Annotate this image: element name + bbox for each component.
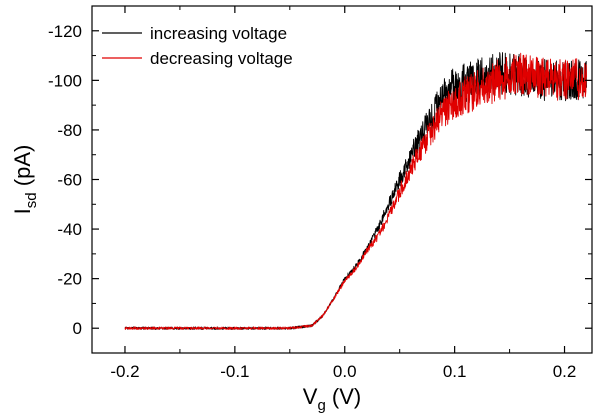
x-tick-label: 0.0 [333,362,357,381]
y-tick-label: -40 [57,220,82,239]
x-axis-title-unit: (V) [326,384,361,409]
y-tick-label: -80 [57,121,82,140]
axes-layer: -0.2 -0.1 0.0 0.1 0.2 0 -20 -40 -60 -80 -100 -120 [48,5,593,381]
y-axis-title: Isd (pA) [10,145,40,215]
y-tick-label: -20 [57,270,82,289]
x-tick-label: 0.1 [443,362,467,381]
x-axis-title: Vg (V) [303,384,361,414]
y-axis-title-main: I [10,208,35,214]
y-axis-title-subscript: sd [23,192,40,208]
y-tick-label: -60 [57,171,82,190]
series-line-decreasing [124,52,587,330]
series-line-increasing [124,52,587,330]
x-axis-title-subscript: g [317,397,325,414]
x-tick-label: -0.2 [110,362,139,381]
legend-label-increasing: increasing voltage [150,24,287,43]
y-axis-title-unit: (pA) [10,145,35,193]
y-tick-label: -100 [48,71,82,90]
y-tick-label: -120 [48,22,82,41]
legend: increasing voltage decreasing voltage [102,24,293,68]
x-tick-label: 0.2 [553,362,577,381]
y-tick-label: 0 [73,319,82,338]
x-axis-title-main: V [303,384,318,409]
series-layer [124,52,587,330]
legend-label-decreasing: decreasing voltage [150,49,293,68]
x-tick-label: -0.1 [220,362,249,381]
